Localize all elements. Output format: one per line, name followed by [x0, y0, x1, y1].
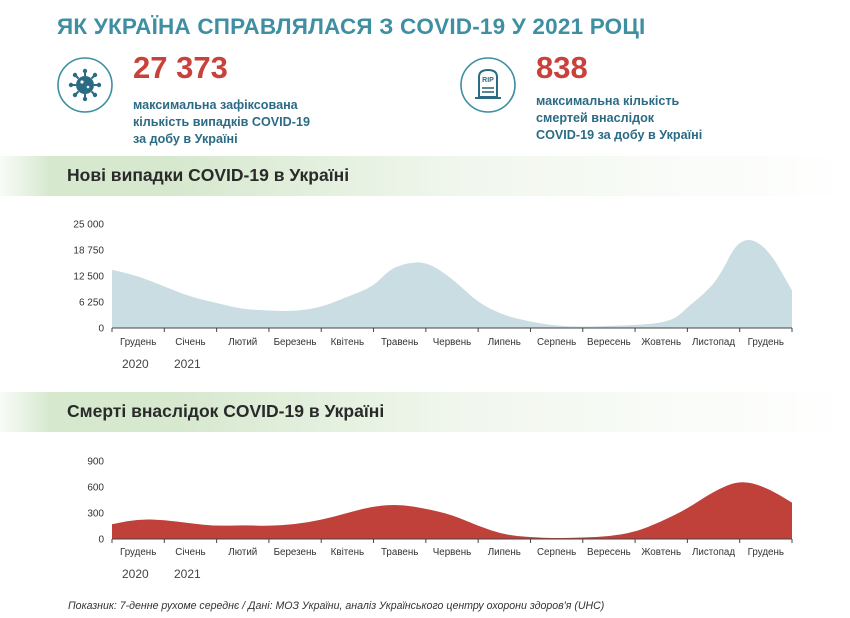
year-label-2021-deaths: 2021: [174, 567, 201, 581]
max-deaths-description: максимальна кількість смертей внаслідок …: [536, 93, 702, 144]
year-label-2020: 2020: [122, 357, 149, 371]
deaths-y-tick-label: 0: [98, 535, 104, 546]
deaths-series-area: [112, 482, 792, 539]
deaths-x-tick-label: Грудень: [748, 547, 784, 558]
cases-x-tick-label: Січень: [175, 337, 205, 348]
cases-x-tick-label: Жовтень: [641, 337, 681, 348]
deaths-x-tick-label: Листопад: [692, 547, 735, 558]
cases-x-tick-label: Грудень: [120, 337, 156, 348]
source-footnote: Показник: 7-денне рухоме середнє / Дані:…: [68, 600, 605, 612]
cases-area-chart: 0 6 250 12 500 18 750 25 000 Грудень Січень Лют…: [73, 220, 793, 348]
cases-y-tick-label: 18 750: [73, 246, 104, 257]
max-deaths-desc-line: смертей внаслідок: [536, 111, 655, 125]
deaths-area-chart: 0 300 600 900 Грудень Січень Лютий Березень Квіт…: [87, 457, 793, 558]
page-title: ЯК УКРАЇНА СПРАВЛЯЛАСЯ З COVID-19 У 2021…: [57, 14, 646, 39]
cases-x-tick-label: Липень: [488, 337, 521, 348]
max-cases-value: 27 373: [133, 50, 228, 85]
section-band-cases: [0, 156, 850, 196]
deaths-x-tick-label: Вересень: [587, 547, 631, 558]
year-label-2021: 2021: [174, 357, 201, 371]
tombstone-rip-icon: RIP: [460, 57, 516, 113]
deaths-x-tick-label: Лютий: [228, 547, 257, 558]
deaths-chart-title: Смерті внаслідок COVID-19 в Україні: [67, 401, 385, 421]
cases-x-tick-label: Квітень: [331, 337, 364, 348]
cases-y-tick-label: 0: [98, 324, 104, 335]
cases-x-tick-label: Вересень: [587, 337, 631, 348]
cases-y-tick-label: 25 000: [73, 220, 104, 231]
max-cases-desc-line: максимальна зафіксована: [133, 98, 298, 112]
cases-x-tick-label: Лютий: [228, 337, 257, 348]
cases-x-tick-label: Березень: [274, 337, 317, 348]
deaths-x-tick-label: Серпень: [537, 547, 576, 558]
deaths-x-tick-label: Квітень: [331, 547, 364, 558]
cases-x-tick-label: Червень: [433, 337, 471, 348]
cases-series-area: [112, 239, 792, 328]
deaths-y-tick-label: 300: [87, 509, 104, 520]
max-cases-description: максимальна зафіксована кількість випадк…: [133, 97, 310, 148]
rip-label: RIP: [482, 77, 494, 84]
max-deaths-desc-line: максимальна кількість: [536, 94, 680, 108]
max-cases-desc-line: кількість випадків COVID-19: [133, 115, 310, 129]
year-label-2020-deaths: 2020: [122, 567, 149, 581]
deaths-y-tick-label: 600: [87, 483, 104, 494]
max-deaths-value: 838: [536, 50, 588, 85]
virus-icon: [57, 57, 113, 113]
deaths-x-tick-label: Грудень: [120, 547, 156, 558]
cases-x-tick-label: Серпень: [537, 337, 576, 348]
cases-y-tick-label: 6 250: [79, 298, 104, 309]
deaths-y-tick-label: 900: [87, 457, 104, 468]
deaths-x-tick-label: Червень: [433, 547, 471, 558]
deaths-x-tick-label: Січень: [175, 547, 205, 558]
deaths-x-tick-label: Травень: [381, 547, 418, 558]
section-band-deaths: [0, 392, 850, 432]
max-deaths-desc-line: COVID-19 за добу в Україні: [536, 128, 703, 142]
cases-y-tick-label: 12 500: [73, 272, 104, 283]
deaths-x-tick-label: Липень: [488, 547, 521, 558]
max-cases-desc-line: за добу в Україні: [133, 132, 238, 146]
deaths-x-tick-label: Березень: [274, 547, 317, 558]
cases-x-tick-label: Грудень: [748, 337, 784, 348]
cases-chart-title: Нові випадки COVID-19 в Україні: [67, 165, 350, 185]
cases-x-tick-label: Травень: [381, 337, 418, 348]
cases-x-tick-label: Листопад: [692, 337, 735, 348]
deaths-x-tick-label: Жовтень: [641, 547, 681, 558]
